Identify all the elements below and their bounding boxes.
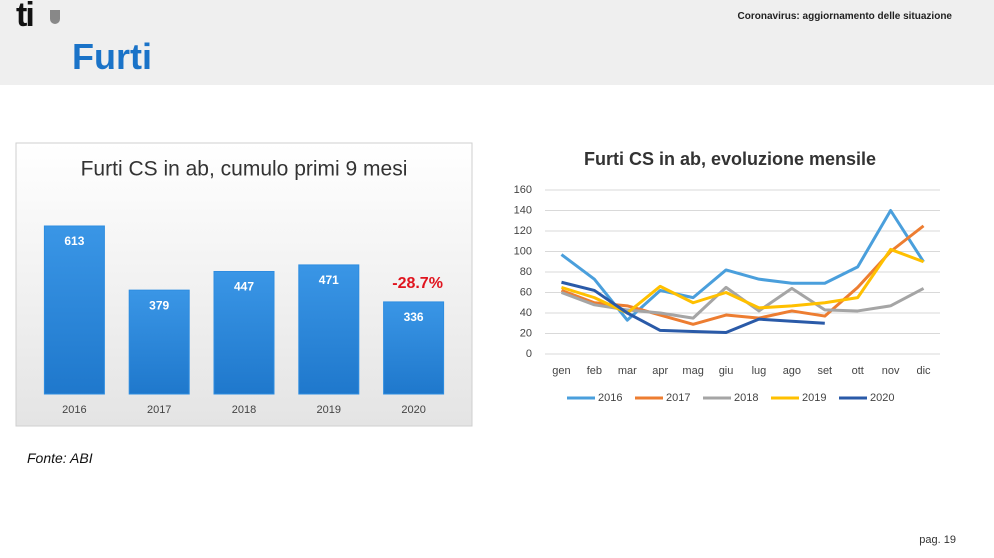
bar [213,270,275,395]
y-tick-label: 140 [514,204,532,216]
bar [298,264,360,395]
y-tick-label: 0 [526,348,532,360]
x-tick-label: mar [618,365,637,377]
x-tick-label: 2020 [401,404,425,416]
y-tick-label: 120 [514,225,532,237]
chart-title: Furti CS in ab, cumulo primi 9 mesi [81,158,408,181]
series-line [560,209,925,322]
x-tick-label: 2019 [317,404,341,416]
y-tick-label: 60 [520,286,532,298]
bar [128,289,190,395]
x-tick-label: mag [682,365,703,377]
series-line [561,280,825,334]
header-band [0,0,994,85]
slide-title: Furti [72,36,152,77]
x-tick-label: feb [587,365,602,377]
y-tick-label: 100 [514,245,532,257]
value-label: 379 [149,298,169,312]
x-tick-label: 2016 [62,404,86,416]
x-tick-label: dic [917,365,932,377]
x-tick-label: giu [719,365,734,377]
y-tick-label: 80 [520,266,532,278]
x-tick-label: apr [652,365,668,377]
legend-label: 2017 [666,392,690,404]
logo: ti [16,0,35,34]
x-tick-label: nov [882,365,900,377]
value-label: 471 [319,273,339,287]
header-subtitle: Coronavirus: aggiornamento delle situazi… [737,11,952,22]
x-tick-label: gen [552,365,570,377]
y-tick-label: 20 [520,327,532,339]
series-line [560,285,925,320]
legend-label: 2018 [734,392,758,404]
value-label: 613 [64,234,84,248]
shield-icon [50,10,60,24]
page-number: pag. 19 [919,534,956,546]
legend-label: 2016 [598,392,622,404]
y-tick-label: 160 [514,184,532,196]
value-label: 336 [404,310,424,324]
legend-label: 2019 [802,392,826,404]
legend-label: 2020 [870,392,894,404]
source: Fonte: ABI [27,450,93,466]
x-tick-label: 2017 [147,404,171,416]
value-label: 447 [234,280,254,294]
x-tick-label: lug [752,365,767,377]
chart-title: Furti CS in ab, evoluzione mensile [584,149,876,169]
annotation: -28.7% [392,275,443,292]
x-tick-label: 2018 [232,404,256,416]
x-tick-label: ago [783,365,801,377]
y-tick-label: 40 [520,307,532,319]
bar [383,301,445,395]
x-tick-label: ott [852,365,864,377]
bar [43,225,105,395]
x-tick-label: set [817,365,832,377]
series-line [560,224,925,326]
